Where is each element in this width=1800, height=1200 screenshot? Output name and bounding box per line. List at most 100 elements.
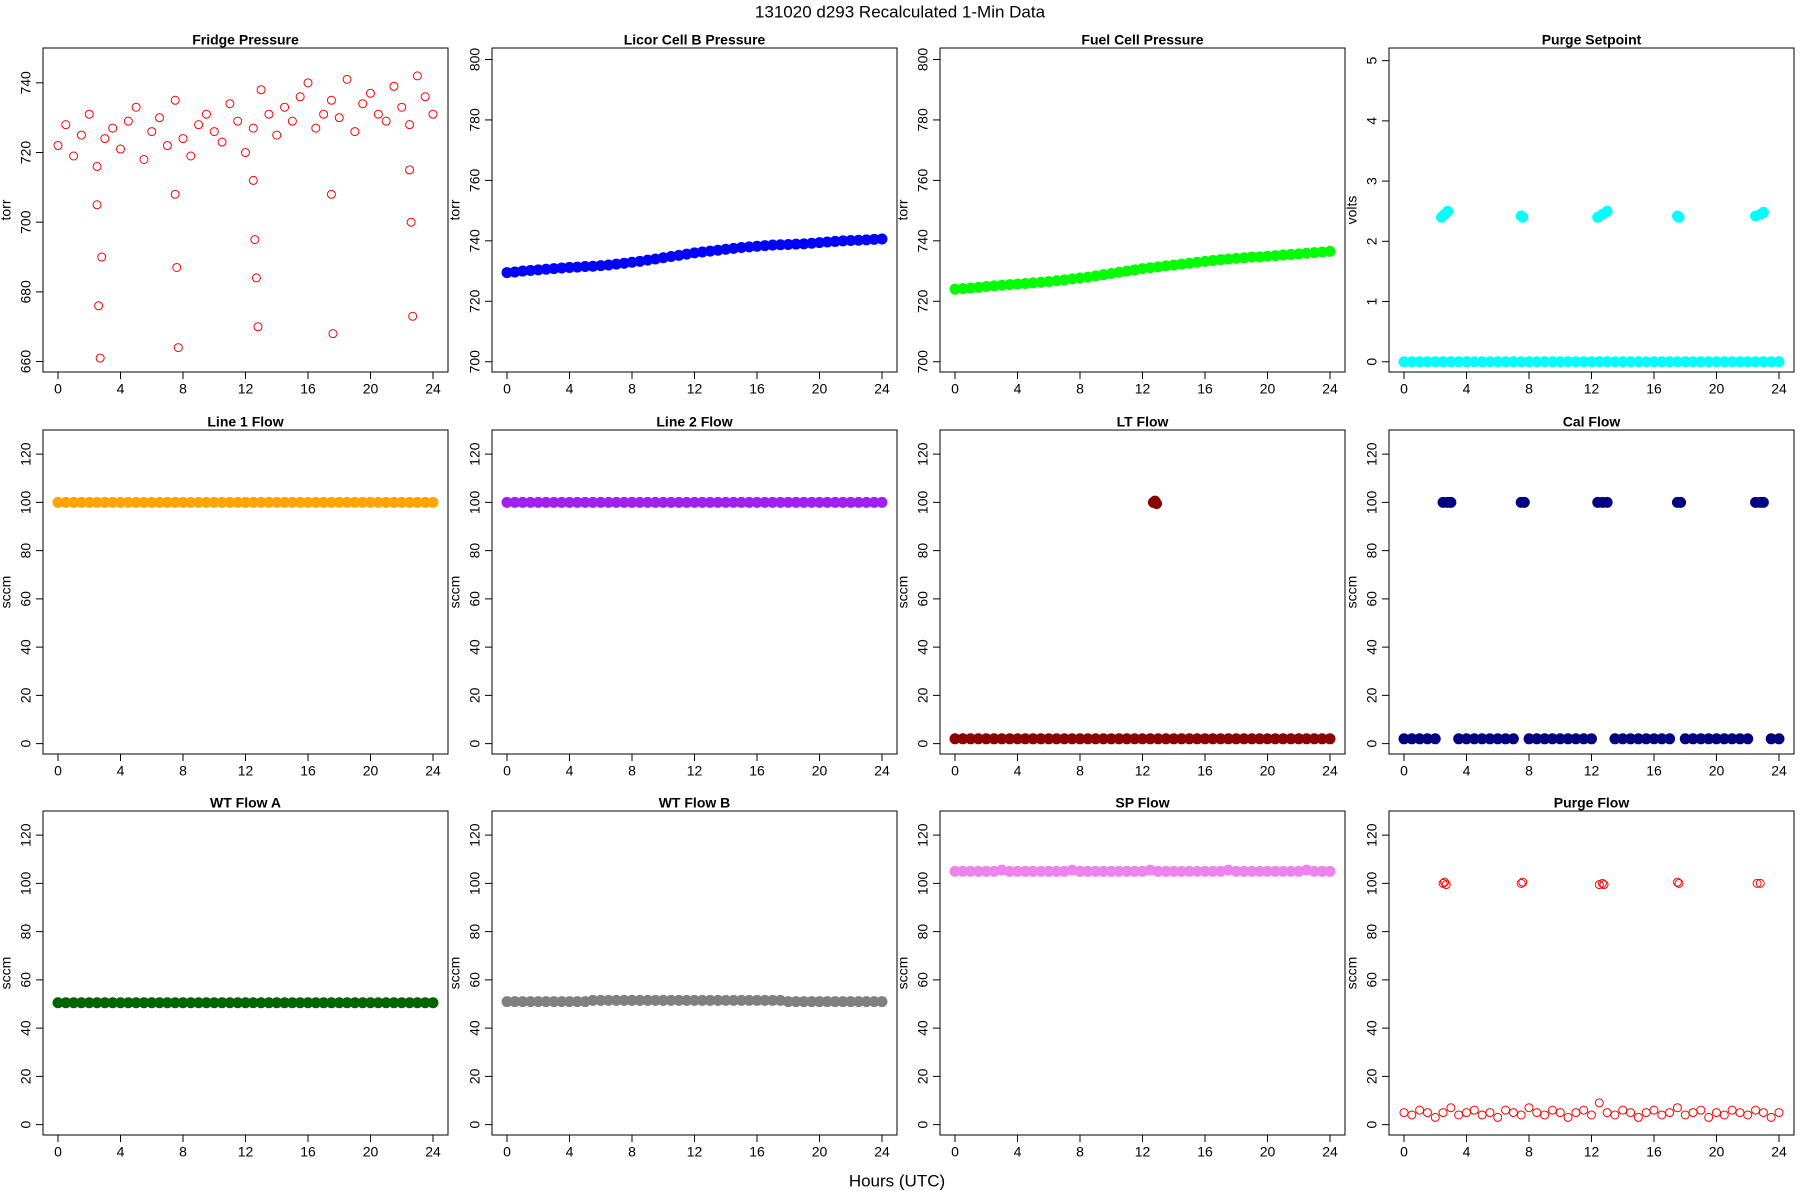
panel-title: Fridge Pressure (192, 32, 299, 48)
y-tick-label: 20 (1364, 687, 1380, 703)
y-tick-label: 80 (467, 924, 483, 940)
data-point (1324, 865, 1336, 877)
data-point (1757, 496, 1769, 508)
data-point (173, 343, 183, 353)
x-tick-label: 0 (1400, 1144, 1408, 1160)
y-tick-label: 60 (18, 972, 34, 988)
data-point (170, 189, 180, 199)
x-tick-label: 4 (566, 381, 574, 397)
x-tick-label: 0 (54, 381, 62, 397)
data-point (94, 301, 104, 311)
y-tick-label: 80 (915, 924, 931, 940)
x-tick-label: 0 (951, 381, 959, 397)
data-point (53, 141, 63, 151)
data-point (1657, 1110, 1667, 1120)
y-axis-label: torr (895, 199, 911, 220)
y-tick-label: 120 (467, 823, 483, 847)
plot-frame (491, 810, 898, 1136)
data-point (1586, 733, 1597, 745)
panel-title: Fuel Cell Pressure (1081, 32, 1203, 48)
y-tick-label: 40 (915, 1020, 931, 1036)
data-point (1555, 1108, 1565, 1118)
x-tick-label: 16 (1197, 763, 1213, 779)
y-tick-label: 5 (1364, 57, 1380, 65)
y-tick-label: 800 (915, 48, 931, 72)
data-point (1675, 496, 1687, 508)
data-point (225, 99, 235, 109)
y-tick-label: 120 (1364, 442, 1380, 466)
data-point (1601, 496, 1613, 508)
x-tick-label: 24 (425, 381, 441, 397)
y-tick-label: 700 (18, 210, 34, 234)
data-point (1429, 733, 1441, 745)
plot-frame (939, 429, 1346, 755)
y-axis-label: volts (1344, 196, 1360, 225)
x-tick-label: 0 (951, 1144, 959, 1160)
x-tick-label: 16 (749, 1144, 765, 1160)
x-tick-label: 8 (179, 381, 187, 397)
x-tick-label: 4 (1014, 1144, 1022, 1160)
y-tick-label: 80 (18, 924, 34, 940)
x-tick-label: 16 (300, 1144, 316, 1160)
data-point (1673, 211, 1685, 223)
data-point (100, 134, 110, 144)
data-point (272, 130, 282, 140)
data-point (76, 130, 86, 140)
y-tick-label: 720 (18, 141, 34, 165)
data-point (69, 151, 79, 161)
x-tick-label: 20 (1709, 763, 1725, 779)
x-tick-label: 12 (238, 1144, 254, 1160)
x-tick-label: 8 (1525, 381, 1533, 397)
y-tick-label: 40 (915, 639, 931, 655)
data-point (1742, 733, 1754, 745)
y-tick-label: 0 (1364, 740, 1380, 748)
x-tick-label: 24 (425, 1144, 441, 1160)
data-point (172, 262, 182, 272)
data-point (1587, 1110, 1596, 1120)
x-tick-label: 4 (1463, 763, 1471, 779)
data-point (1712, 1108, 1721, 1118)
data-point (241, 148, 250, 158)
data-point (251, 273, 261, 283)
data-point (1441, 880, 1451, 890)
data-point (1735, 1108, 1745, 1118)
data-point (209, 127, 219, 137)
data-point (1516, 1110, 1526, 1120)
data-point (358, 99, 368, 109)
y-tick-label: 40 (18, 639, 34, 655)
data-point (1626, 1108, 1636, 1118)
data-point (116, 144, 125, 154)
y-tick-label: 100 (18, 490, 34, 514)
data-point (248, 123, 258, 133)
x-tick-label: 20 (363, 763, 379, 779)
x-tick-label: 0 (54, 1144, 62, 1160)
data-point (1430, 1112, 1440, 1122)
x-tick-label: 12 (687, 763, 703, 779)
data-point (328, 329, 338, 339)
y-tick-label: 800 (467, 48, 483, 72)
x-tick-label: 12 (238, 381, 254, 397)
y-tick-label: 60 (18, 591, 34, 607)
y-tick-label: 40 (467, 639, 483, 655)
y-tick-label: 100 (18, 871, 34, 895)
y-tick-label: 80 (1364, 924, 1380, 940)
x-tick-label: 8 (628, 763, 636, 779)
y-tick-label: 0 (18, 740, 34, 748)
data-point (95, 353, 105, 363)
data-point (405, 120, 415, 130)
x-tick-label: 16 (1646, 1144, 1662, 1160)
y-axis-label: sccm (1344, 576, 1360, 609)
y-tick-label: 20 (18, 687, 34, 703)
x-tick-label: 0 (503, 763, 511, 779)
data-point (1517, 211, 1529, 223)
x-tick-label: 20 (363, 1144, 379, 1160)
data-point (350, 127, 360, 137)
x-tick-label: 24 (1322, 1144, 1338, 1160)
y-tick-label: 4 (1364, 117, 1380, 125)
panel-title: WT Flow B (659, 795, 731, 811)
y-axis-label: torr (0, 199, 14, 220)
y-tick-label: 40 (1364, 1020, 1380, 1036)
data-point (1571, 1108, 1581, 1118)
x-tick-label: 24 (1771, 763, 1787, 779)
y-axis-label: sccm (0, 957, 14, 990)
